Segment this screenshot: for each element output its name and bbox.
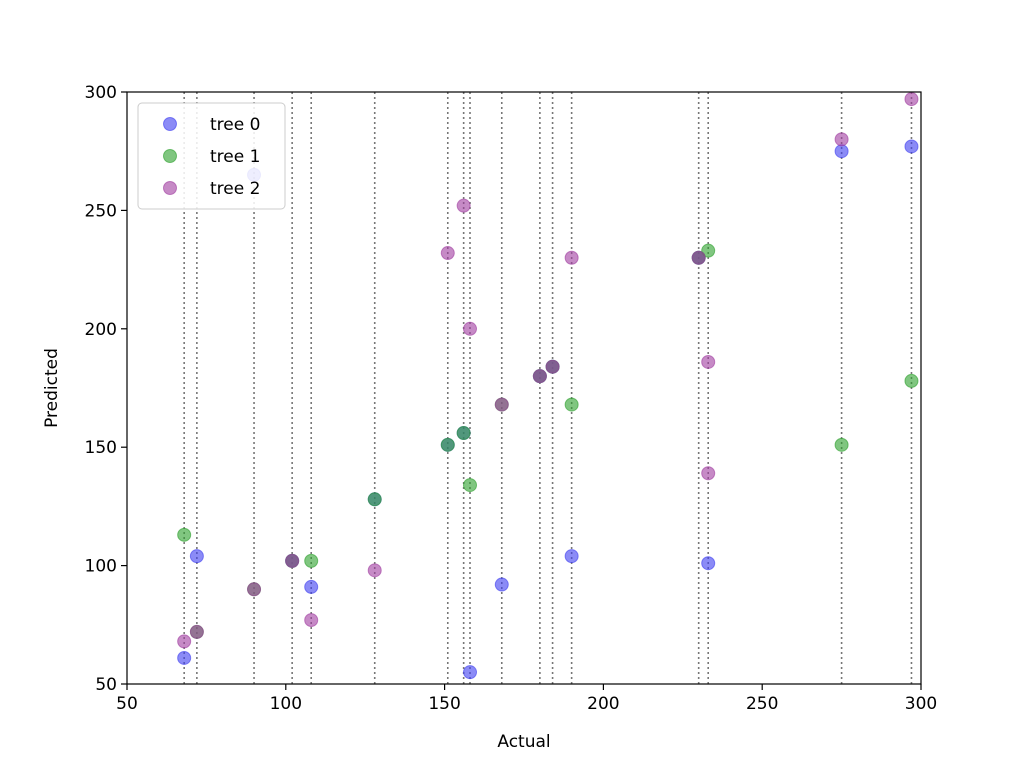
data-point-tree-1 <box>834 437 849 452</box>
vertical-dotted-lines <box>183 92 913 684</box>
y-tick-label: 200 <box>85 320 117 340</box>
data-point-tree-1 <box>304 553 319 568</box>
x-axis-ticks: 50 100 150 200 250 300 <box>116 684 937 714</box>
legend-label: tree 1 <box>210 147 260 167</box>
data-point-tree-1 <box>440 437 455 452</box>
legend-marker <box>163 117 177 131</box>
data-point-tree-2 <box>463 321 478 336</box>
legend-marker <box>163 149 177 163</box>
data-point-tree-2 <box>494 397 509 412</box>
data-point-tree-1 <box>564 397 579 412</box>
data-point-tree-0 <box>463 665 478 680</box>
data-point-tree-0 <box>494 577 509 592</box>
y-axis-label: Predicted <box>42 348 62 428</box>
x-axis-label: Actual <box>497 732 550 752</box>
data-point-tree-2 <box>440 246 455 261</box>
data-point-tree-2 <box>247 582 262 597</box>
data-point-tree-2 <box>285 553 300 568</box>
x-tick-label: 100 <box>270 694 302 714</box>
data-point-tree-0 <box>304 579 319 594</box>
data-point-tree-0 <box>834 144 849 159</box>
data-point-tree-1 <box>177 527 192 542</box>
y-axis-ticks: 50 100 150 200 250 300 <box>85 83 127 695</box>
y-tick-label: 100 <box>85 557 117 577</box>
data-point-tree-0 <box>701 556 716 571</box>
data-point-tree-2 <box>304 613 319 628</box>
data-point-tree-1 <box>701 243 716 258</box>
legend-marker <box>163 181 177 195</box>
legend: tree 0 tree 1 tree 2 <box>137 102 286 210</box>
legend-box <box>137 102 286 210</box>
x-tick-label: 150 <box>428 694 460 714</box>
x-tick-label: 250 <box>746 694 778 714</box>
data-point-tree-2 <box>564 250 579 265</box>
data-point-tree-1 <box>904 373 919 388</box>
data-point-tree-2 <box>532 369 547 384</box>
data-point-tree-2 <box>701 466 716 481</box>
y-tick-label: 300 <box>85 83 117 103</box>
data-point-tree-2 <box>367 563 382 578</box>
x-tick-label: 50 <box>116 694 138 714</box>
plot-frame <box>126 91 922 685</box>
data-point-tree-0 <box>904 139 919 154</box>
data-point-tree-2 <box>701 354 716 369</box>
legend-label: tree 2 <box>210 179 260 199</box>
data-point-tree-0 <box>564 549 579 564</box>
y-tick-label: 50 <box>95 675 117 695</box>
legend-label: tree 0 <box>210 115 260 135</box>
data-point-tree-2 <box>691 250 706 265</box>
data-point-tree-1 <box>456 425 471 440</box>
data-point-tree-2 <box>834 132 849 147</box>
data-point-tree-2 <box>177 634 192 649</box>
data-point-tree-0 <box>177 650 192 665</box>
data-point-tree-2 <box>456 198 471 213</box>
data-point-tree-2 <box>545 359 560 374</box>
data-point-tree-1 <box>463 478 478 493</box>
x-tick-label: 300 <box>905 694 937 714</box>
y-tick-label: 150 <box>85 438 117 458</box>
data-point-tree-0 <box>189 549 204 564</box>
data-point-tree-1 <box>367 492 382 507</box>
data-points <box>177 92 919 680</box>
x-tick-label: 200 <box>587 694 619 714</box>
data-point-tree-2 <box>904 92 919 107</box>
y-tick-label: 250 <box>85 201 117 221</box>
data-point-tree-2 <box>189 624 204 639</box>
